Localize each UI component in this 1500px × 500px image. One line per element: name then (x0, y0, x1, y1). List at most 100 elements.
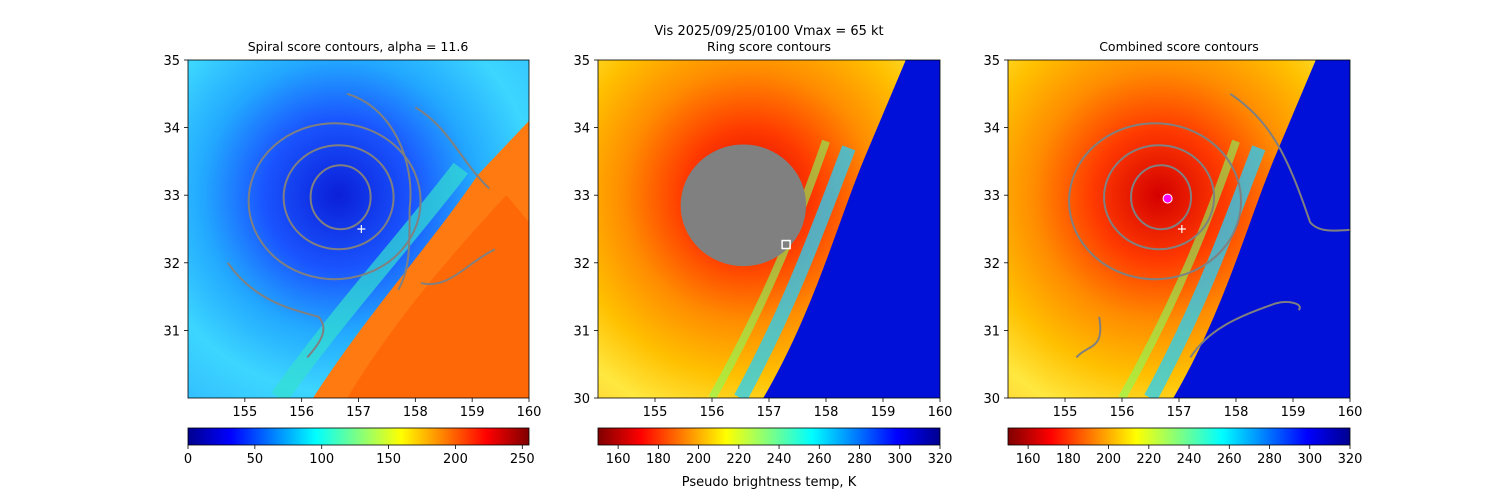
colorbar-tick-label: 200 (1096, 452, 1121, 467)
x-tick-label: 159 (871, 405, 896, 420)
x-tick-label: 156 (700, 405, 725, 420)
colorbar-spiral: 0 50 100 150 200 250 (184, 427, 535, 467)
colorbar-tick-label: 200 (443, 452, 468, 467)
colorbar-tick-label: 160 (1016, 452, 1041, 467)
contour-line (1189, 301, 1301, 358)
contour-line (1068, 122, 1243, 281)
colorbar-tick-label: 260 (807, 452, 832, 467)
contour-line (420, 248, 496, 286)
x-tick-label: 160 (517, 405, 542, 420)
x-tick-label: 160 (1338, 405, 1363, 420)
y-tick-label: 33 (983, 189, 1000, 204)
colorbar-tick-label: 280 (847, 452, 872, 467)
plot-area-spiral (187, 59, 530, 399)
x-tick-label: 158 (1224, 405, 1249, 420)
y-tick-label: 33 (573, 189, 590, 204)
contour-line (346, 92, 412, 291)
plot-area-combined (1007, 59, 1351, 399)
panel-title-combined: Combined score contours (1099, 39, 1259, 54)
panel-spiral: Spiral score contours, alpha = 11.6 155 1… (163, 39, 541, 467)
heatmap-warm-region (763, 60, 940, 398)
contour-line (247, 122, 422, 281)
x-tick-label: 158 (403, 405, 428, 420)
x-tick-label: 160 (928, 405, 953, 420)
y-tick-label: 34 (573, 122, 590, 137)
colorbar-tick-label: 50 (247, 452, 264, 467)
colorbar-tick-label: 180 (646, 452, 671, 467)
y-tick-label: 31 (163, 324, 180, 339)
heatmap-gradient-band-inner (708, 139, 830, 398)
axis-ticks-combined: 155 156 157 158 159 160 30 31 32 33 34 35 (983, 54, 1362, 420)
heatmap-warm-region (1173, 60, 1350, 398)
colorbar-tick-label: 320 (1338, 452, 1363, 467)
y-tick-label: 35 (163, 54, 180, 69)
colorbar-tick-label: 100 (309, 452, 334, 467)
best-center-marker (1162, 193, 1173, 204)
colorbar-tick-label: 220 (1136, 452, 1161, 467)
y-tick-label: 35 (983, 54, 1000, 69)
contour-line (1075, 316, 1102, 359)
y-tick-label: 34 (163, 122, 180, 137)
colorbar-tick-label: 240 (767, 452, 792, 467)
axis-ticks-spiral: 155 156 157 158 159 160 31 32 33 34 35 (163, 54, 541, 420)
contour-line (282, 144, 395, 251)
ring-max-marker (781, 239, 791, 250)
colorbar-tick-label: 150 (376, 452, 401, 467)
x-tick-label: 155 (232, 405, 257, 420)
y-tick-label: 31 (573, 324, 590, 339)
y-tick-label: 30 (573, 392, 590, 407)
center-marker (357, 225, 366, 233)
x-tick-label: 156 (1110, 405, 1135, 420)
y-tick-label: 32 (573, 257, 590, 272)
panel-title-spiral: Spiral score contours, alpha = 11.6 (248, 39, 469, 54)
x-tick-label: 155 (1053, 405, 1078, 420)
colorbar-tick-label: 280 (1257, 452, 1282, 467)
panel-combined: Combined score contours 155 156 157 158 159 1… (983, 39, 1363, 467)
colorbar-tick-label: 260 (1217, 452, 1242, 467)
colorbar-ring: 160 180 200 220 240 260 280 300 320 (597, 427, 953, 467)
contour-line (1103, 144, 1216, 251)
y-tick-label: 32 (983, 257, 1000, 272)
x-tick-label: 156 (289, 405, 314, 420)
contour-line (1229, 92, 1350, 232)
contour-line (414, 106, 490, 190)
center-marker (1177, 225, 1186, 233)
colorbar-tick-label: 250 (510, 452, 535, 467)
y-tick-label: 32 (163, 257, 180, 272)
colorbar-tick-label: 180 (1056, 452, 1081, 467)
y-tick-label: 33 (163, 189, 180, 204)
y-tick-label: 30 (983, 392, 1000, 407)
colorbar-tick-label: 0 (184, 452, 192, 467)
heatmap-clear-core (347, 195, 529, 398)
y-tick-label: 34 (983, 122, 1000, 137)
x-tick-label: 155 (643, 405, 668, 420)
heatmap-gradient-band (734, 145, 856, 398)
x-tick-label: 158 (814, 405, 839, 420)
colorbar-tick-label: 300 (1297, 452, 1322, 467)
colorbar-combined: 160 180 200 220 240 260 280 300 320 (1007, 427, 1363, 467)
colorbar-tick-label: 240 (1177, 452, 1202, 467)
heatmap-gradient-band-inner (1118, 139, 1240, 398)
colorbar-tick-label: 220 (726, 452, 751, 467)
figure-suptitle: Vis 2025/09/25/0100 Vmax = 65 kt (654, 24, 883, 39)
x-tick-label: 159 (1281, 405, 1306, 420)
colorbar-tick-label: 160 (606, 452, 631, 467)
colorbar-label: Pseudo brightness temp, K (682, 475, 857, 490)
contour-line (226, 262, 325, 359)
x-tick-label: 159 (460, 405, 485, 420)
colorbar-gradient (1007, 427, 1351, 446)
colorbar-tick-label: 200 (686, 452, 711, 467)
colorbar-gradient (187, 427, 530, 446)
heatmap-rainband (271, 162, 468, 398)
panel-ring: Ring score contours 155 156 157 158 159 160 30… (573, 39, 952, 490)
x-tick-label: 157 (1167, 405, 1192, 420)
colorbar-tick-label: 320 (928, 452, 953, 467)
heatmap-gradient-band (1144, 145, 1266, 398)
contour-line (1130, 164, 1193, 231)
contour-line (309, 164, 372, 231)
masked-disk (680, 144, 807, 267)
y-tick-label: 31 (983, 324, 1000, 339)
x-tick-label: 157 (757, 405, 782, 420)
axis-ticks-ring: 155 156 157 158 159 160 30 31 32 33 34 35 (573, 54, 952, 420)
